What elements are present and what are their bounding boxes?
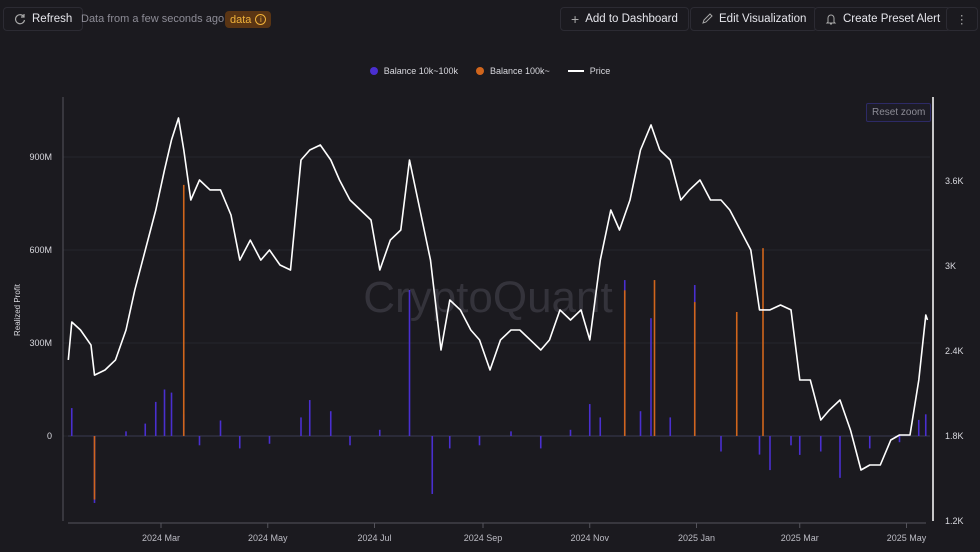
legend-label: Price xyxy=(589,66,611,76)
bar[interactable] xyxy=(758,436,761,455)
bar[interactable] xyxy=(329,411,332,436)
bar[interactable] xyxy=(762,248,764,436)
x-tick-label: 2024 Mar xyxy=(142,533,180,543)
legend-item-price[interactable]: Price xyxy=(567,66,611,76)
bar[interactable] xyxy=(510,431,512,436)
bar[interactable] xyxy=(798,436,801,455)
chart-legend: Balance 10k~100k Balance 100k~ Price xyxy=(0,66,980,76)
y-left-tick-label: 900M xyxy=(29,152,52,162)
bar[interactable] xyxy=(693,302,696,436)
x-tick-label: 2025 May xyxy=(887,533,927,543)
refresh-label: Refresh xyxy=(32,13,73,25)
bar[interactable] xyxy=(539,436,542,449)
bar[interactable] xyxy=(735,312,738,436)
watermark: CryptoQuant xyxy=(363,273,612,322)
bar[interactable] xyxy=(182,184,185,436)
bar[interactable] xyxy=(769,436,771,471)
data-badge-label: data xyxy=(230,13,252,26)
refresh-button[interactable]: Refresh xyxy=(3,7,84,31)
data-badge[interactable]: data i xyxy=(225,11,272,28)
add-dashboard-label: Add to Dashboard xyxy=(585,13,678,25)
y-right-tick-label: 1.2K xyxy=(945,516,964,526)
bar[interactable] xyxy=(669,417,672,436)
add-to-dashboard-button[interactable]: + Add to Dashboard xyxy=(560,7,689,31)
y-right-tick-label: 1.8K xyxy=(945,431,964,441)
bar[interactable] xyxy=(93,436,96,500)
data-freshness-status: Data from a few seconds ago xyxy=(81,13,225,25)
bar[interactable] xyxy=(599,417,602,436)
bar[interactable] xyxy=(431,436,434,494)
reset-zoom-button[interactable]: Reset zoom xyxy=(866,103,932,122)
bar[interactable] xyxy=(569,429,572,436)
refresh-icon xyxy=(14,14,26,25)
bar[interactable] xyxy=(219,420,222,437)
bar[interactable] xyxy=(898,436,901,443)
plus-icon: + xyxy=(571,11,580,27)
bar[interactable] xyxy=(790,436,792,446)
bar[interactable] xyxy=(349,436,351,446)
kebab-icon: ⋮ xyxy=(956,14,968,26)
y-right-tick-label: 3K xyxy=(945,261,956,271)
pencil-icon xyxy=(702,13,713,24)
bar[interactable] xyxy=(478,436,481,446)
bar[interactable] xyxy=(720,436,722,452)
bell-icon xyxy=(825,14,837,25)
legend-swatch-orange xyxy=(476,67,484,75)
bar[interactable] xyxy=(170,392,173,436)
legend-label: Balance 100k~ xyxy=(490,66,550,76)
bar[interactable] xyxy=(623,290,626,436)
bar[interactable] xyxy=(378,429,381,436)
info-icon: i xyxy=(255,14,267,25)
preset-alert-label: Create Preset Alert xyxy=(843,13,941,25)
x-tick-label: 2024 Nov xyxy=(570,533,609,543)
y-left-tick-label: 0 xyxy=(47,431,52,441)
create-preset-alert-button[interactable]: Create Preset Alert xyxy=(814,7,952,31)
price-line[interactable] xyxy=(67,117,929,471)
x-tick-label: 2025 Jan xyxy=(678,533,715,543)
bar[interactable] xyxy=(448,436,451,449)
y-left-tick-label: 600M xyxy=(29,245,52,255)
legend-swatch-blue xyxy=(369,67,378,75)
bar[interactable] xyxy=(125,431,127,436)
bar[interactable] xyxy=(268,436,271,444)
legend-item-balance-100k[interactable]: Balance 100k~ xyxy=(476,66,550,76)
bar[interactable] xyxy=(588,404,591,436)
y-left-tick-label: 300M xyxy=(29,338,52,348)
bar[interactable] xyxy=(819,436,822,452)
legend-label: Balance 10k~100k xyxy=(383,66,458,76)
legend-swatch-line xyxy=(567,70,584,72)
bar[interactable] xyxy=(238,436,241,449)
bar[interactable] xyxy=(70,408,73,436)
edit-viz-label: Edit Visualization xyxy=(719,13,807,25)
x-tick-label: 2025 Mar xyxy=(781,533,819,543)
bar[interactable] xyxy=(650,318,652,436)
x-tick-label: 2024 Sep xyxy=(464,533,503,543)
bar[interactable] xyxy=(154,401,157,436)
more-options-button[interactable]: ⋮ xyxy=(946,7,978,31)
bar[interactable] xyxy=(144,423,147,436)
x-tick-label: 2024 Jul xyxy=(357,533,391,543)
bar[interactable] xyxy=(868,436,871,449)
x-tick-label: 2024 May xyxy=(248,533,288,543)
y-right-tick-label: 3.6K xyxy=(945,176,964,186)
bar[interactable] xyxy=(839,436,841,478)
bar[interactable] xyxy=(163,389,166,437)
bar[interactable] xyxy=(198,436,201,446)
bar[interactable] xyxy=(639,411,642,436)
bar[interactable] xyxy=(917,419,920,436)
bar[interactable] xyxy=(924,414,927,436)
bar[interactable] xyxy=(408,289,411,436)
bar[interactable] xyxy=(653,280,656,436)
y-axis-label: Realized Profit xyxy=(13,283,22,336)
y-right-tick-label: 2.4K xyxy=(945,346,964,356)
bar[interactable] xyxy=(308,400,311,436)
legend-item-balance-10k-100k[interactable]: Balance 10k~100k xyxy=(369,66,458,76)
bar[interactable] xyxy=(300,417,302,436)
